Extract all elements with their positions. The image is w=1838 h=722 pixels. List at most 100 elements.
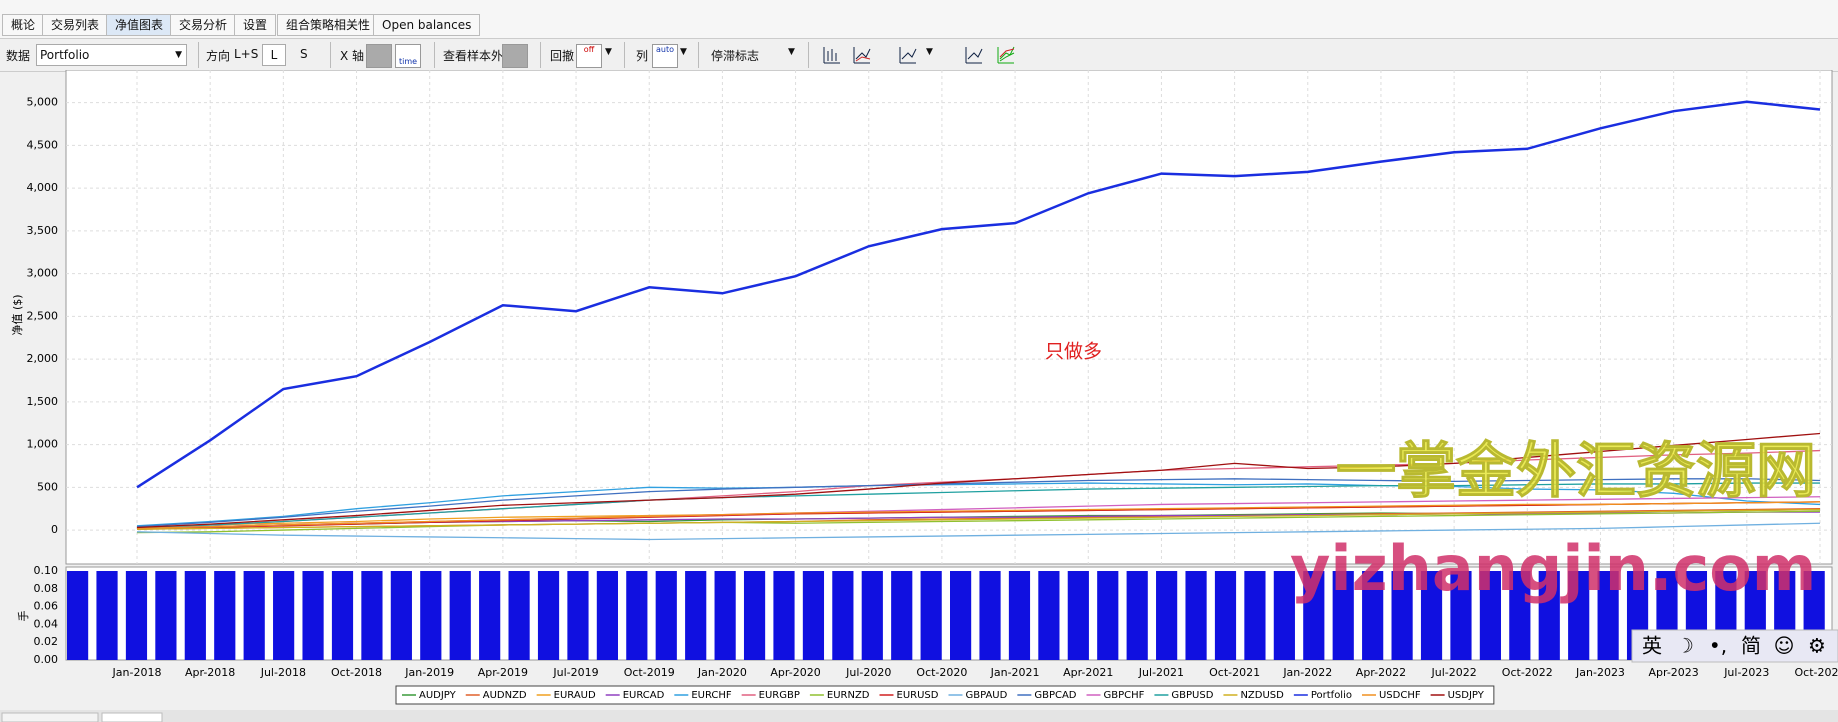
bar: [1185, 571, 1207, 660]
bar: [1273, 571, 1295, 660]
legend-label: AUDJPY: [419, 690, 457, 701]
legend-label: Portfolio: [1311, 690, 1352, 701]
legend-label: GBPAUD: [965, 690, 1007, 701]
legend-label: EURAUD: [554, 690, 596, 701]
bottom-tab[interactable]: [1, 712, 99, 722]
bar: [773, 571, 795, 660]
ime-item[interactable]: ☺: [1774, 634, 1795, 658]
bar: [1538, 571, 1560, 660]
tab[interactable]: 交易列表: [42, 14, 109, 36]
long-button[interactable]: L: [262, 44, 286, 66]
plot-background: [65, 566, 1833, 661]
series-line: [136, 482, 1821, 527]
bar: [302, 571, 324, 660]
y-tick-label: 2,000: [27, 352, 59, 365]
bar: [1126, 571, 1148, 660]
bar: [1332, 571, 1354, 660]
label: X 轴: [340, 49, 365, 63]
dropdown-arrow[interactable]: ▼: [680, 47, 687, 57]
tab[interactable]: 概论: [2, 14, 45, 36]
y-tick-label: 5,000: [27, 96, 59, 109]
dropdown-arrow[interactable]: ▼: [605, 47, 612, 57]
separator: [808, 42, 809, 68]
bar: [96, 571, 118, 660]
bar: [1450, 571, 1472, 660]
ime-item[interactable]: ☽: [1676, 634, 1694, 658]
bar: [1568, 571, 1590, 660]
x-tick-label: Apr-2018: [185, 666, 235, 679]
bar: [1156, 571, 1178, 660]
legend-box: [395, 685, 1495, 705]
dropdown-arrow[interactable]: ▼: [926, 47, 933, 57]
x-tick-label: Apr-2019: [478, 666, 528, 679]
bottom-tab[interactable]: [101, 712, 163, 722]
legend-label: USDJPY: [1448, 690, 1485, 701]
series-line: [136, 432, 1821, 529]
bar: [1097, 571, 1119, 660]
bar: [685, 571, 707, 660]
bar: [537, 571, 560, 660]
x-tick-label: Jul-2020: [845, 666, 891, 679]
icon-button[interactable]: auto: [652, 44, 678, 68]
x-tick-label: Jan-2018: [112, 666, 162, 679]
x-tick-label: Apr-2021: [1063, 666, 1113, 679]
tab[interactable]: Open balances: [373, 14, 481, 36]
legend-label: GBPUSD: [1171, 690, 1213, 701]
x-tick-label: Oct-2018: [331, 666, 382, 679]
bar: [155, 571, 177, 660]
y-tick-label: 0.00: [34, 653, 59, 666]
bar: [596, 571, 618, 660]
bar: [1008, 571, 1031, 660]
x-tick-label: Jan-2021: [990, 666, 1040, 679]
icon-button[interactable]: time: [395, 44, 421, 68]
toolbar: 数据 Portfolio ▼ 方向 L+S L S X 轴 time 查看样本外 …: [0, 39, 1838, 72]
legend-label: EURCHF: [691, 690, 732, 701]
series-line: [136, 510, 1821, 534]
icon-button[interactable]: off: [576, 44, 602, 68]
tab[interactable]: 交易分析: [170, 14, 237, 36]
tab[interactable]: 设置: [234, 14, 277, 36]
series-line: [136, 501, 1821, 530]
bar: [331, 571, 354, 660]
legend-label: EURGBP: [759, 690, 800, 701]
ime-item[interactable]: •,: [1709, 634, 1727, 658]
bar: [184, 571, 206, 660]
y-axis-label: 净值 ($): [10, 294, 24, 335]
x-tick-label: Jan-2019: [404, 666, 454, 679]
icon-button[interactable]: [366, 44, 392, 68]
series-line: [136, 100, 1821, 489]
bar: [273, 571, 295, 660]
bar: [390, 571, 412, 660]
ime-item[interactable]: ⚙: [1808, 634, 1826, 658]
ime-item[interactable]: 简: [1741, 634, 1761, 658]
y-tick-label: 2,500: [27, 309, 59, 322]
y-tick-label: 0.04: [34, 617, 59, 630]
legend-label: USDCHF: [1379, 690, 1421, 701]
bar: [125, 571, 148, 660]
ime-item[interactable]: 英: [1642, 634, 1662, 658]
data-select[interactable]: Portfolio ▼: [36, 44, 187, 66]
bar: [1038, 571, 1060, 660]
series-line: [136, 501, 1821, 530]
tab[interactable]: 组合策略相关性: [277, 14, 380, 36]
icon-button[interactable]: [502, 44, 528, 68]
y-tick-label: 0: [51, 523, 58, 536]
bar: [508, 571, 530, 660]
bar: [979, 571, 1001, 660]
dropdown-arrow[interactable]: ▼: [788, 47, 795, 57]
icon-row[interactable]: [820, 43, 1030, 67]
bar: [243, 571, 265, 660]
x-tick-label: Jul-2023: [1723, 666, 1769, 679]
dropdown-arrow: ▼: [175, 50, 182, 60]
tab-bar: 概论 交易列表 净值图表 交易分析 设置 组合策略相关性 Open balanc…: [0, 0, 1838, 39]
bar: [567, 571, 589, 660]
series-line: [136, 482, 1820, 529]
bar: [714, 571, 736, 660]
bar: [891, 571, 913, 660]
short-button[interactable]: S: [300, 47, 308, 61]
legend-label: GBPCHF: [1104, 690, 1145, 701]
x-tick-label: Oct-2021: [1209, 666, 1260, 679]
bar: [214, 571, 236, 660]
tab[interactable]: 净值图表: [106, 14, 173, 36]
y-tick-label: 0.08: [34, 582, 59, 595]
